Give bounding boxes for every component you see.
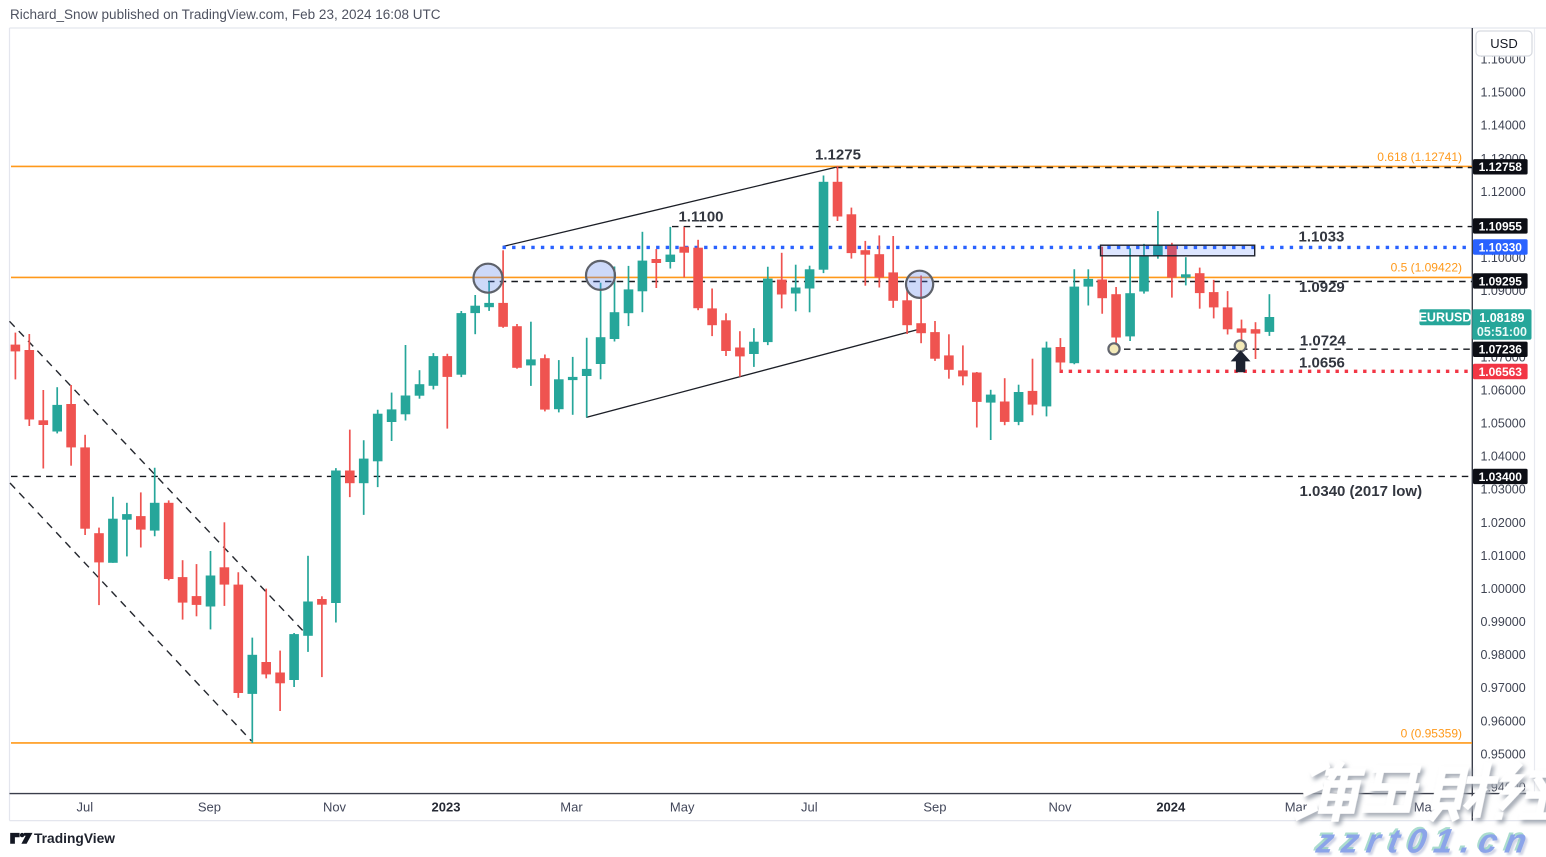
- svg-text:2024: 2024: [1156, 800, 1186, 815]
- svg-text:USD: USD: [1490, 36, 1517, 51]
- svg-text:Mar: Mar: [560, 800, 583, 815]
- svg-text:Jul: Jul: [801, 800, 818, 815]
- svg-text:1.01000: 1.01000: [1481, 549, 1526, 563]
- svg-text:0.97000: 0.97000: [1481, 681, 1526, 695]
- svg-text:0.98000: 0.98000: [1481, 648, 1526, 662]
- svg-text:1.03000: 1.03000: [1481, 483, 1526, 497]
- svg-text:1.0724: 1.0724: [1300, 333, 1347, 350]
- svg-text:Sep: Sep: [198, 800, 221, 815]
- svg-text:1.0929: 1.0929: [1299, 279, 1345, 296]
- svg-text:zzrt01.cn: zzrt01.cn: [1313, 823, 1538, 857]
- svg-text:1.09295: 1.09295: [1479, 274, 1523, 288]
- svg-text:1.0340 (2017 low): 1.0340 (2017 low): [1300, 483, 1423, 500]
- svg-text:1.1100: 1.1100: [678, 209, 723, 226]
- svg-text:0.96000: 0.96000: [1481, 714, 1526, 728]
- svg-text:Nov: Nov: [1048, 800, 1072, 815]
- svg-text:1.08189: 1.08189: [1479, 311, 1524, 325]
- svg-text:TradingView: TradingView: [34, 831, 115, 846]
- svg-text:1.07236: 1.07236: [1479, 343, 1523, 357]
- svg-text:1.02000: 1.02000: [1481, 516, 1526, 530]
- svg-text:1.0656: 1.0656: [1299, 355, 1345, 372]
- svg-text:Sep: Sep: [923, 800, 946, 815]
- svg-text:Nov: Nov: [323, 800, 347, 815]
- svg-text:1.12000: 1.12000: [1481, 185, 1526, 199]
- svg-text:0.99000: 0.99000: [1481, 615, 1526, 629]
- svg-text:2023: 2023: [432, 800, 461, 815]
- svg-text:0.5 (1.09422): 0.5 (1.09422): [1391, 261, 1462, 275]
- svg-text:1.12758: 1.12758: [1479, 160, 1523, 174]
- svg-text:1.15000: 1.15000: [1481, 86, 1526, 100]
- svg-text:EURUSD: EURUSD: [1419, 311, 1472, 325]
- svg-text:1.14000: 1.14000: [1481, 119, 1526, 133]
- svg-text:1.1275: 1.1275: [815, 147, 861, 164]
- svg-text:Richard_Snow published on Trad: Richard_Snow published on TradingView.co…: [10, 7, 441, 22]
- svg-text:1.05000: 1.05000: [1481, 417, 1526, 431]
- svg-text:1.03400: 1.03400: [1479, 470, 1523, 484]
- svg-text:0 (0.95359): 0 (0.95359): [1401, 727, 1462, 741]
- svg-text:1.1033: 1.1033: [1299, 229, 1345, 246]
- svg-text:1.00000: 1.00000: [1481, 582, 1526, 596]
- svg-text:1.10955: 1.10955: [1479, 219, 1523, 233]
- svg-text:0.618 (1.12741): 0.618 (1.12741): [1377, 150, 1462, 164]
- svg-text:1.10330: 1.10330: [1479, 240, 1523, 254]
- svg-text:May: May: [670, 800, 695, 815]
- svg-text:1.06563: 1.06563: [1479, 365, 1523, 379]
- svg-text:Jul: Jul: [76, 800, 93, 815]
- svg-text:0.95000: 0.95000: [1481, 747, 1526, 761]
- svg-text:05:51:00: 05:51:00: [1477, 325, 1527, 339]
- svg-text:1.04000: 1.04000: [1481, 450, 1526, 464]
- svg-text:1.06000: 1.06000: [1481, 383, 1526, 397]
